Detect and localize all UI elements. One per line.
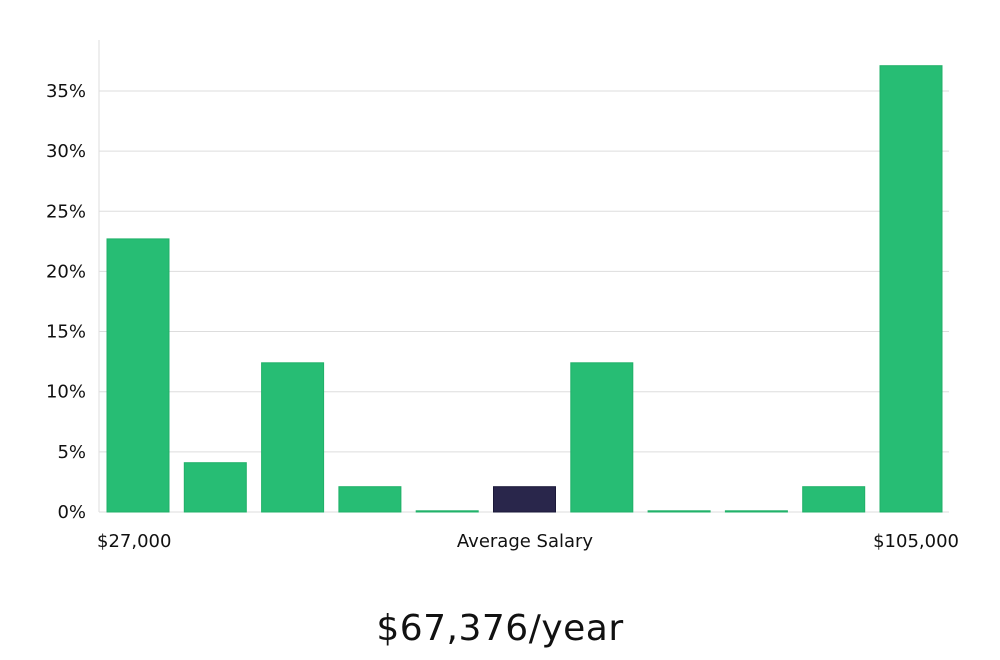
y-tick-label: 30% [46,141,86,162]
y-tick-label: 15% [46,322,86,343]
bar [415,510,479,513]
x-max-label: $105,000 [873,531,959,552]
y-tick-label: 5% [57,442,86,463]
bar [802,486,866,513]
y-tick-label: 20% [46,261,86,282]
bars [106,65,943,513]
bar [183,462,247,513]
bar [724,510,788,513]
bar [570,362,634,513]
x-mid-label: Average Salary [457,531,594,552]
salary-distribution-chart: 0% 5% 10% 15% 20% 25% 30% 35% $27,000 Average S… [46,40,959,552]
grid-lines [99,90,949,513]
bar [647,510,711,513]
y-tick-label: 25% [46,201,86,222]
highlighted-average-bar [493,486,556,513]
x-min-label: $27,000 [97,531,171,552]
y-tick-label: 35% [46,81,86,102]
bar [261,362,325,513]
average-salary-value: $67,376/year [376,608,624,649]
bar [879,65,943,513]
bar [106,238,170,513]
bar [338,486,402,513]
y-tick-labels: 0% 5% 10% 15% 20% 25% 30% 35% [46,81,86,523]
y-tick-label: 10% [46,382,86,403]
y-tick-label: 0% [57,502,86,523]
